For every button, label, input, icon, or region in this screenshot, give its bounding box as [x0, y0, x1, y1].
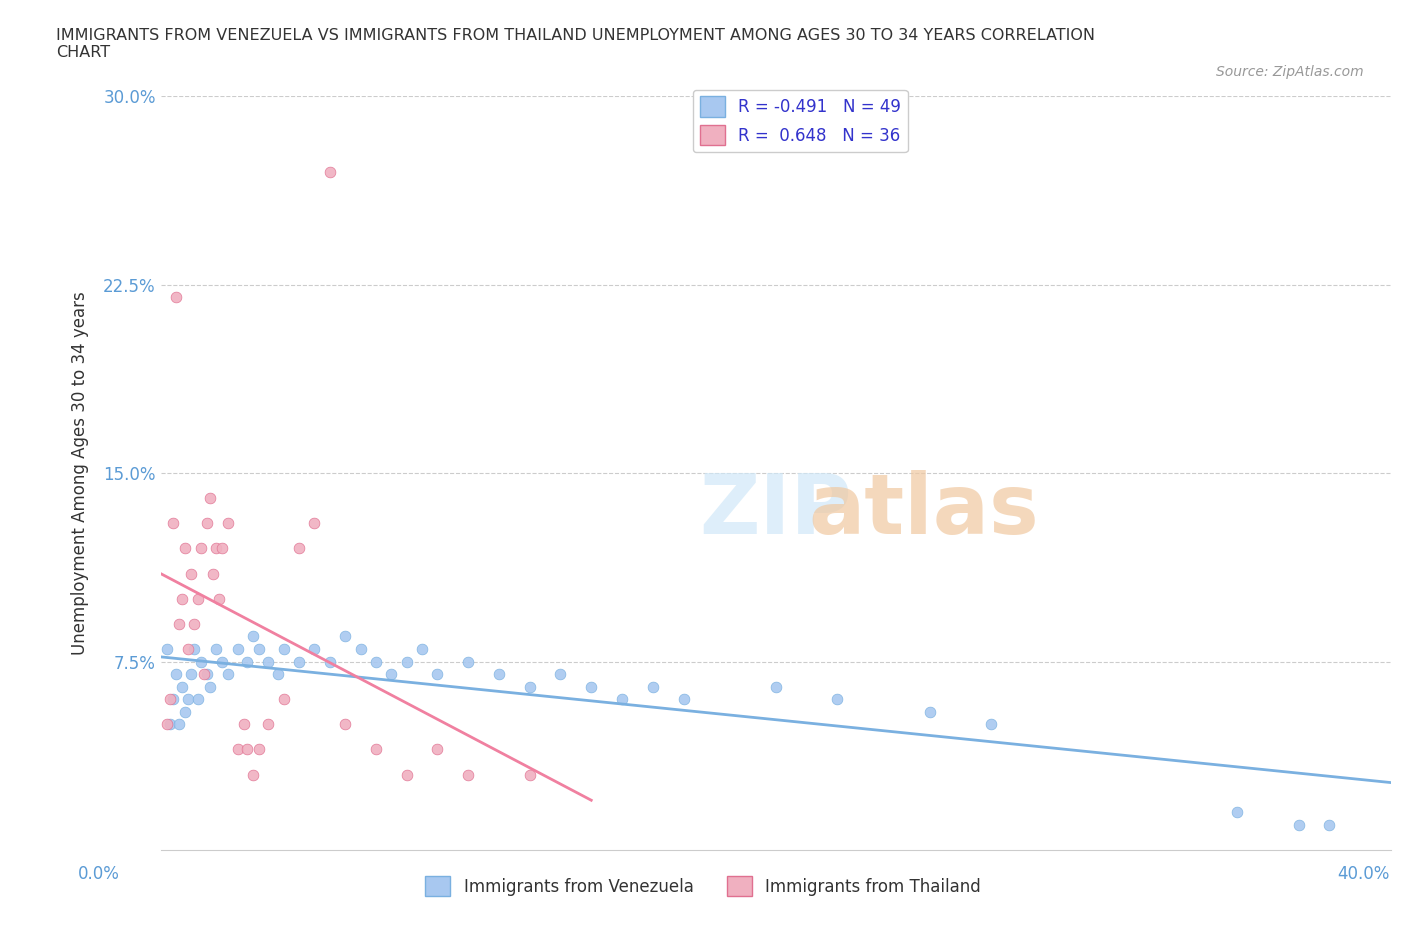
Point: [186, 692, 208, 707]
Point: [1226, 804, 1249, 819]
Point: [195, 516, 218, 531]
Point: [205, 541, 228, 556]
Point: [257, 717, 280, 732]
Point: [257, 654, 280, 669]
Point: [172, 591, 194, 606]
Point: [193, 667, 215, 682]
Point: [208, 591, 231, 606]
Point: [364, 742, 387, 757]
Point: [167, 617, 190, 631]
Point: [364, 654, 387, 669]
Point: [235, 654, 257, 669]
Text: ZIP: ZIP: [700, 471, 852, 551]
Point: [827, 692, 849, 707]
Point: [426, 742, 449, 757]
Point: [180, 566, 202, 581]
Point: [183, 617, 205, 631]
Point: [198, 679, 221, 694]
Point: [217, 516, 239, 531]
Point: [457, 767, 479, 782]
Text: atlas: atlas: [808, 471, 1039, 551]
Point: [190, 654, 212, 669]
Point: [333, 717, 356, 732]
Point: [156, 642, 179, 657]
Point: [242, 629, 264, 644]
Point: [165, 290, 187, 305]
Point: [186, 591, 208, 606]
Point: [266, 667, 288, 682]
Point: [672, 692, 695, 707]
Point: [211, 541, 233, 556]
Point: [174, 704, 197, 719]
Point: [288, 654, 311, 669]
Y-axis label: Unemployment Among Ages 30 to 34 years: Unemployment Among Ages 30 to 34 years: [72, 291, 89, 655]
Point: [1319, 817, 1341, 832]
Point: [180, 667, 202, 682]
Point: [247, 742, 270, 757]
Point: [333, 629, 356, 644]
Text: IMMIGRANTS FROM VENEZUELA VS IMMIGRANTS FROM THAILAND UNEMPLOYMENT AMONG AGES 30: IMMIGRANTS FROM VENEZUELA VS IMMIGRANTS …: [56, 28, 1095, 60]
Point: [183, 642, 205, 657]
Point: [226, 742, 249, 757]
Point: [319, 165, 342, 179]
Point: [1288, 817, 1310, 832]
Point: [159, 692, 181, 707]
Point: [190, 541, 212, 556]
Text: Source: ZipAtlas.com: Source: ZipAtlas.com: [1216, 65, 1364, 79]
Point: [550, 667, 572, 682]
Point: [247, 642, 270, 657]
Point: [242, 767, 264, 782]
Legend: Immigrants from Venezuela, Immigrants from Thailand: Immigrants from Venezuela, Immigrants fr…: [419, 870, 987, 903]
Point: [195, 667, 218, 682]
Point: [519, 767, 541, 782]
Point: [174, 541, 197, 556]
Point: [980, 717, 1002, 732]
Point: [177, 642, 200, 657]
Point: [426, 667, 449, 682]
Point: [395, 654, 418, 669]
Point: [159, 717, 181, 732]
Point: [304, 516, 326, 531]
Point: [232, 717, 254, 732]
Point: [172, 679, 194, 694]
Legend: R = -0.491   N = 49, R =  0.648   N = 36: R = -0.491 N = 49, R = 0.648 N = 36: [693, 89, 908, 152]
Point: [198, 491, 221, 506]
Point: [167, 717, 190, 732]
Point: [235, 742, 257, 757]
Point: [205, 642, 228, 657]
Point: [918, 704, 941, 719]
Point: [411, 642, 433, 657]
Point: [226, 642, 249, 657]
Point: [273, 692, 295, 707]
Point: [457, 654, 479, 669]
Point: [610, 692, 633, 707]
Point: [581, 679, 603, 694]
Point: [488, 667, 510, 682]
Point: [162, 692, 184, 707]
Point: [165, 667, 187, 682]
Point: [211, 654, 233, 669]
Point: [288, 541, 311, 556]
Point: [273, 642, 295, 657]
Point: [519, 679, 541, 694]
Text: 0.0%: 0.0%: [77, 865, 120, 884]
Point: [162, 516, 184, 531]
Point: [765, 679, 787, 694]
Point: [349, 642, 371, 657]
Point: [641, 679, 664, 694]
Point: [201, 566, 224, 581]
Point: [395, 767, 418, 782]
Point: [319, 654, 342, 669]
Point: [177, 692, 200, 707]
Text: 40.0%: 40.0%: [1337, 865, 1391, 884]
Point: [380, 667, 402, 682]
Point: [304, 642, 326, 657]
Point: [217, 667, 239, 682]
Point: [156, 717, 179, 732]
